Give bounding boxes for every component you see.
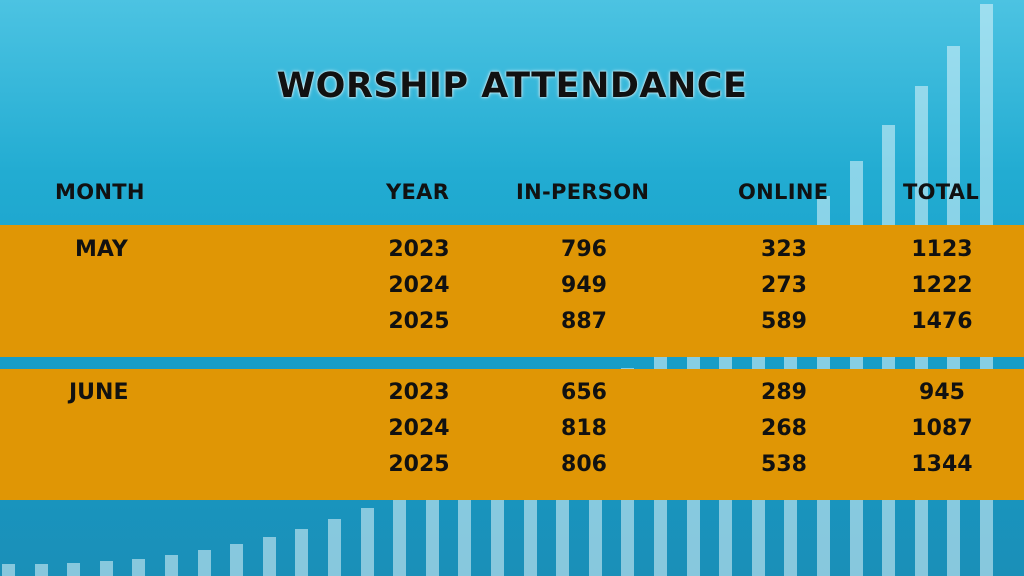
table-cell-in-person: 949	[561, 273, 607, 298]
background-bar	[165, 555, 178, 576]
month-band-may	[0, 225, 1024, 357]
table-cell-online: 289	[761, 380, 807, 405]
table-cell-year: 2023	[388, 380, 450, 405]
table-cell-year: 2023	[388, 237, 450, 262]
month-label-june: JUNE	[69, 380, 129, 405]
table-cell-in-person: 887	[561, 309, 607, 334]
month-band-june	[0, 369, 1024, 500]
background-bar	[198, 550, 211, 576]
column-header-online: ONLINE	[738, 180, 829, 204]
background-bar	[2, 564, 15, 576]
table-cell-online: 273	[761, 273, 807, 298]
table-cell-year: 2025	[388, 309, 450, 334]
table-cell-online: 323	[761, 237, 807, 262]
table-cell-in-person: 796	[561, 237, 607, 262]
table-cell-total: 1476	[911, 309, 973, 334]
background-bar	[132, 559, 145, 576]
page-title: WORSHIP ATTENDANCE	[276, 66, 748, 106]
column-header-in-person: IN-PERSON	[516, 180, 650, 204]
table-cell-in-person: 818	[561, 416, 607, 441]
background-bar	[35, 564, 48, 576]
column-header-total: TOTAL	[903, 180, 980, 204]
background-bar	[328, 519, 341, 576]
table-cell-online: 589	[761, 309, 807, 334]
background-bar	[393, 496, 406, 576]
table-cell-in-person: 656	[561, 380, 607, 405]
background-bar	[361, 508, 374, 576]
month-label-may: MAY	[75, 237, 128, 262]
column-header-year: YEAR	[386, 180, 450, 204]
table-cell-year: 2024	[388, 416, 450, 441]
background-bar	[67, 563, 80, 576]
background-bar	[263, 537, 276, 576]
table-cell-online: 268	[761, 416, 807, 441]
background-bar	[230, 544, 243, 576]
column-header-month: MONTH	[55, 180, 145, 204]
table-cell-total: 1123	[911, 237, 973, 262]
table-cell-year: 2025	[388, 452, 450, 477]
table-cell-year: 2024	[388, 273, 450, 298]
table-cell-total: 1222	[911, 273, 973, 298]
table-cell-online: 538	[761, 452, 807, 477]
background-bar	[295, 529, 308, 576]
background-bar	[100, 561, 113, 576]
background-bar	[426, 482, 439, 576]
table-cell-total: 945	[919, 380, 965, 405]
table-cell-total: 1087	[911, 416, 973, 441]
table-cell-in-person: 806	[561, 452, 607, 477]
table-cell-total: 1344	[911, 452, 973, 477]
